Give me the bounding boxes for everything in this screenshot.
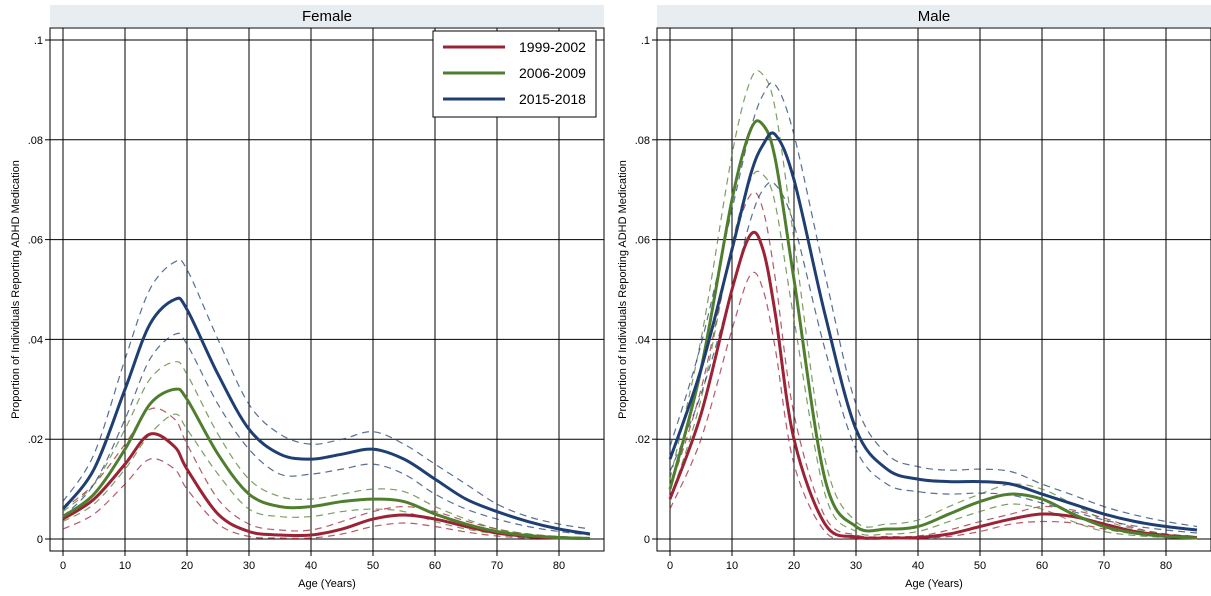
x-axis-label: Age (Years) (298, 578, 356, 590)
plot-frame (656, 27, 1211, 552)
x-axis-label: Age (Years) (905, 578, 963, 590)
y-tick-label: .08 (28, 135, 43, 147)
legend-label: 1999-2002 (519, 39, 586, 55)
x-tick-label: 50 (974, 560, 986, 572)
legend-label: 2015-2018 (519, 91, 586, 107)
x-tick-label: 70 (491, 560, 503, 572)
y-tick-label: .1 (641, 35, 650, 47)
series-line-20152018 (61, 296, 591, 536)
series-line-20062009 (668, 119, 1198, 540)
x-tick-label: 60 (1036, 560, 1048, 572)
x-tick-label: 10 (726, 560, 738, 572)
panel-title: Female (302, 8, 352, 25)
y-axis-label: Proportion of Individuals Reporting ADHD… (10, 160, 22, 419)
x-tick-label: 30 (850, 560, 862, 572)
x-tick-label: 40 (912, 560, 924, 572)
x-tick-label: 0 (60, 560, 66, 572)
series-group (61, 258, 591, 540)
y-tick-label: .04 (28, 334, 43, 346)
x-tick-label: 80 (553, 560, 565, 572)
ci-lower-19992002 (62, 458, 591, 540)
ci-lower-20152018 (62, 332, 591, 536)
x-tick-label: 50 (367, 560, 379, 572)
chart-panel-1: Male 0 10 20 30 40 50 60 70 80 0 .02 .04 .06 .08 .1 Age … (617, 5, 1211, 590)
ci-upper-19992002 (62, 407, 591, 539)
legend: 1999-2002 2006-2009 2015-2018 (432, 30, 597, 118)
ci-lower-20152018 (669, 181, 1198, 534)
y-tick-label: 0 (644, 534, 650, 546)
y-tick-label: .1 (34, 35, 43, 47)
y-tick-label: .06 (28, 235, 43, 247)
y-tick-label: .04 (635, 334, 650, 346)
x-tick-label: 10 (119, 560, 131, 572)
x-tick-label: 0 (667, 560, 673, 572)
series-line-20152018 (668, 131, 1198, 532)
ci-upper-20062009 (62, 361, 591, 539)
x-tick-label: 40 (305, 560, 317, 572)
chart-panel-0: Female 0 10 20 30 40 50 60 70 80 0 .02 .04 .06 .08 .1 Ag… (10, 5, 605, 590)
panel-title: Male (918, 8, 951, 25)
series-group (668, 69, 1198, 540)
panel-title-bar (50, 5, 604, 27)
ci-upper-20152018 (62, 258, 591, 530)
y-axis-label: Proportion of Individuals Reporting ADHD… (617, 160, 629, 419)
y-tick-label: .02 (28, 434, 43, 446)
x-tick-label: 30 (243, 560, 255, 572)
y-tick-label: .06 (635, 235, 650, 247)
x-tick-label: 20 (788, 560, 800, 572)
x-tick-label: 20 (181, 560, 193, 572)
x-tick-label: 80 (1160, 560, 1172, 572)
y-tick-label: 0 (37, 534, 43, 546)
panel-title-bar (657, 5, 1211, 27)
x-tick-label: 60 (429, 560, 441, 572)
series-line-20062009 (62, 387, 591, 540)
y-tick-label: .08 (635, 135, 650, 147)
ci-upper-20152018 (669, 82, 1198, 528)
ci-upper-20062009 (669, 69, 1198, 538)
legend-label: 2006-2009 (519, 65, 586, 81)
y-tick-label: .02 (635, 434, 650, 446)
x-tick-label: 70 (1098, 560, 1110, 572)
